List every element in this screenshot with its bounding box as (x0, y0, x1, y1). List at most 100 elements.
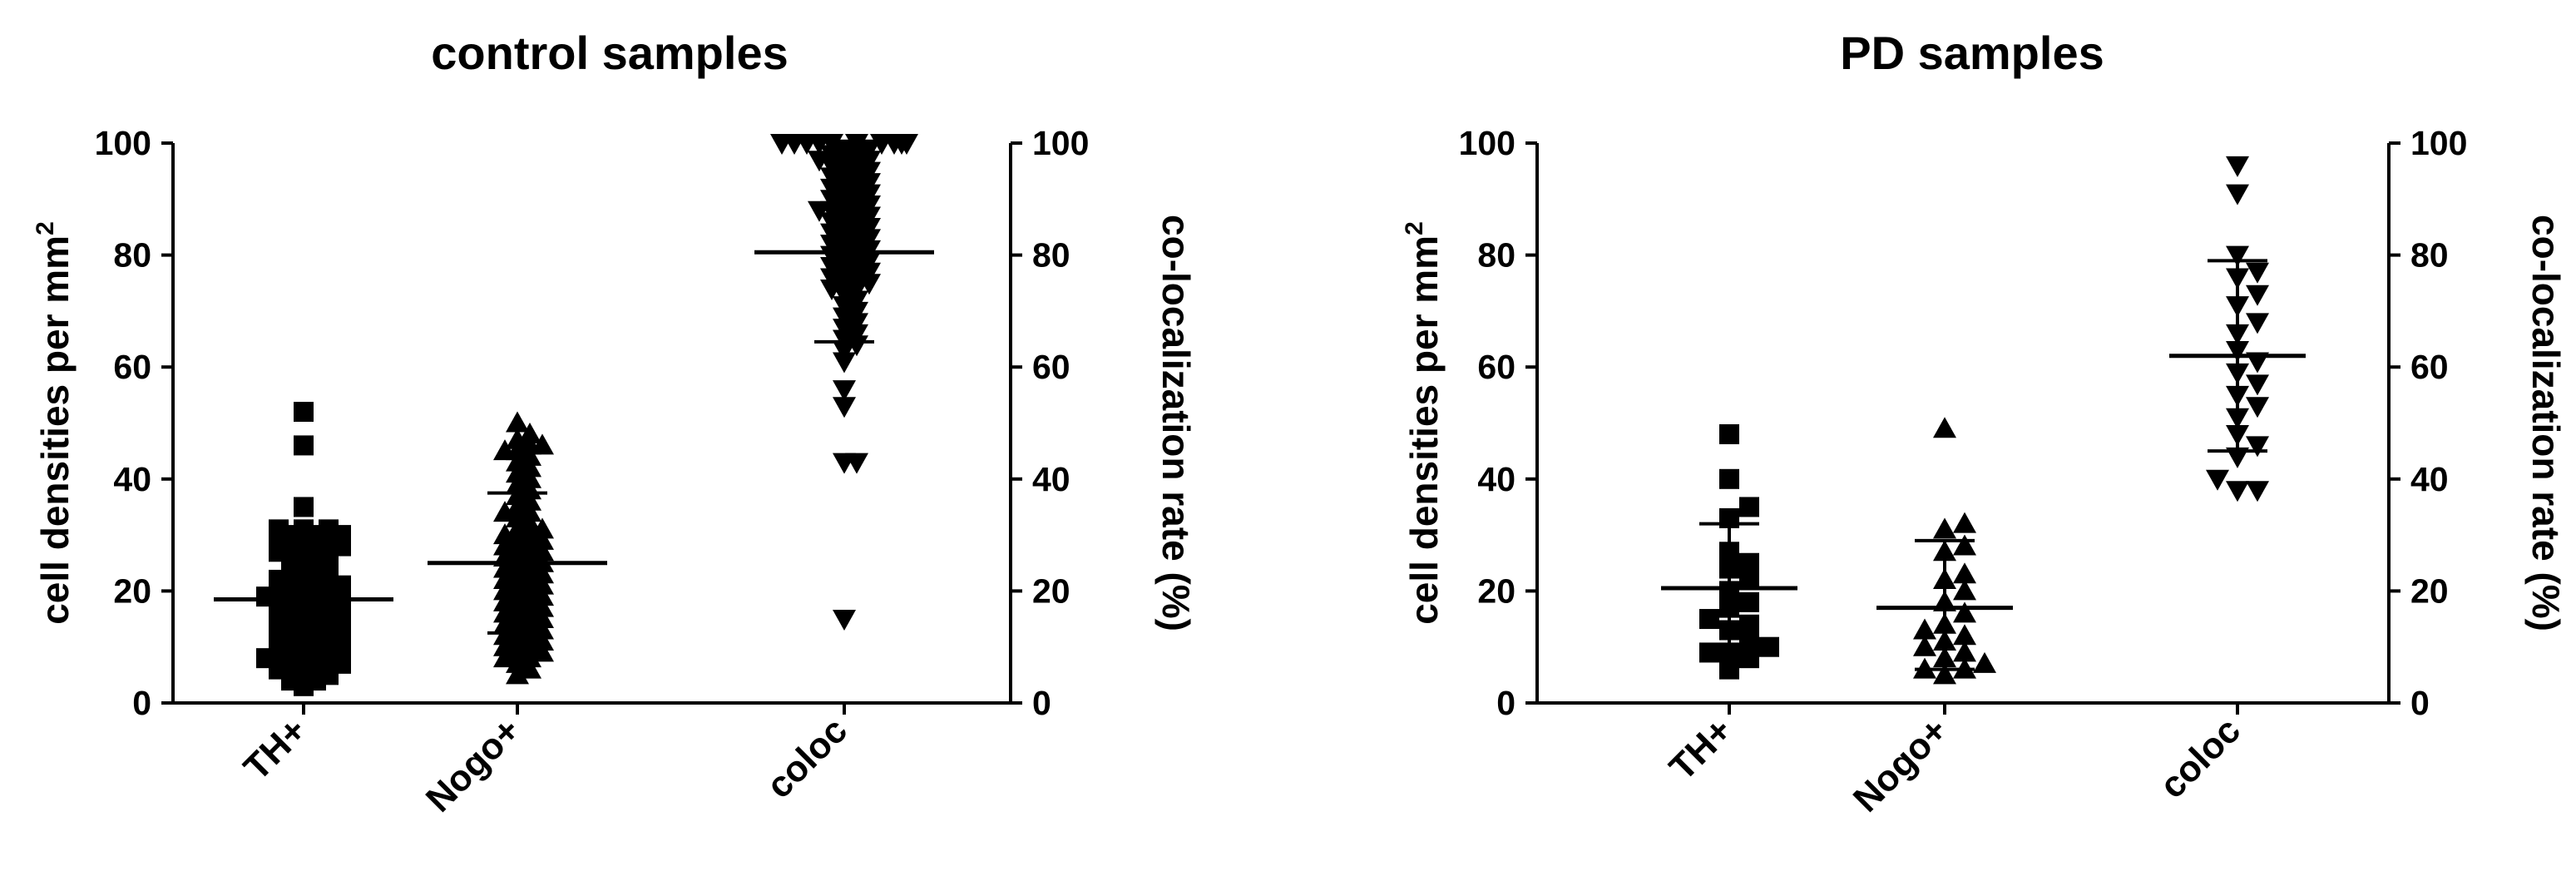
data-point (493, 612, 517, 634)
right-y-tick-label: 100 (2410, 124, 2467, 162)
right-y-axis-label: co-localization rate (%) (2524, 215, 2568, 631)
data-point (858, 217, 881, 239)
data-point (1953, 601, 1976, 623)
data-point (833, 139, 856, 161)
right-y-tick-label: 80 (2410, 236, 2449, 275)
data-point (1913, 635, 1936, 656)
right-y-axis-label: co-localization rate (%) (1155, 215, 1198, 631)
data-point (493, 439, 517, 461)
right-y-tick-label: 60 (2410, 348, 2449, 386)
data-point (294, 676, 314, 696)
left-y-tick-label: 100 (95, 124, 151, 162)
data-point (506, 462, 529, 483)
data-point (2206, 469, 2229, 491)
x-tick-label: TH+ (1662, 710, 1740, 788)
data-point (518, 512, 541, 533)
left-y-tick-label: 40 (113, 460, 151, 498)
data-point (493, 646, 517, 668)
data-point (845, 200, 868, 222)
data-point (845, 190, 868, 211)
data-point (531, 641, 554, 662)
data-point (2226, 184, 2249, 205)
data-point (518, 534, 541, 556)
data-point (820, 178, 843, 200)
left-y-axis-label-superscript: 2 (1401, 221, 1428, 235)
data-point (845, 178, 868, 200)
data-point (1953, 579, 1976, 601)
data-point (518, 590, 541, 611)
data-point (531, 562, 554, 584)
series-nogo-plus (428, 411, 607, 685)
data-point (1953, 562, 1976, 584)
data-point (506, 411, 529, 433)
data-point (2246, 285, 2269, 306)
data-point (506, 641, 529, 662)
left-y-axis-label-superscript: 2 (32, 221, 59, 235)
data-point (493, 501, 517, 522)
data-point (518, 467, 541, 488)
left-y-tick-label: 100 (1459, 124, 1515, 162)
left-y-tick-label: 0 (1496, 684, 1515, 722)
data-point (845, 257, 868, 279)
data-point (858, 173, 881, 195)
data-point (820, 279, 843, 300)
data-point (820, 235, 843, 256)
data-point (833, 380, 856, 402)
data-point (1739, 552, 1759, 573)
data-point (531, 540, 554, 562)
data-point (518, 635, 541, 656)
data-point (2226, 245, 2249, 267)
data-point (820, 223, 843, 245)
data-point (518, 557, 541, 578)
data-point (890, 134, 913, 155)
right-y-tick-label: 80 (1032, 236, 1070, 275)
data-point (518, 501, 541, 522)
data-point (531, 585, 554, 606)
data-point (858, 262, 881, 284)
data-point (506, 629, 529, 651)
data-point (845, 145, 868, 166)
data-point (858, 161, 881, 183)
right-y-tick-label: 0 (1032, 684, 1051, 722)
data-point (1699, 609, 1719, 630)
data-point (493, 579, 517, 601)
data-point (531, 517, 554, 539)
data-point (493, 601, 517, 623)
data-point (858, 251, 881, 273)
data-point (2226, 481, 2249, 502)
left-y-axis-label: cell densities per mm2 (32, 221, 77, 625)
data-point (518, 456, 541, 478)
data-point (1719, 423, 1739, 444)
data-point (518, 646, 541, 668)
data-point (2246, 397, 2269, 418)
data-point (1739, 591, 1759, 612)
data-point (820, 257, 843, 279)
left-y-axis-label: cell densities per mm2 (1401, 221, 1446, 625)
data-point (845, 223, 868, 245)
data-point (506, 428, 529, 449)
data-point (1913, 618, 1936, 640)
data-point (845, 313, 868, 334)
x-tick-label: coloc (2152, 710, 2248, 806)
x-tick-label: coloc (759, 710, 855, 806)
data-point (531, 433, 554, 455)
left-y-tick-label: 20 (1477, 572, 1515, 610)
data-point (833, 352, 856, 374)
pd-samples-chart: PD samples 0 20 40 60 80 100 0 20 40 60 80 100 cell d… (1401, 27, 2568, 820)
data-point (294, 435, 314, 456)
right-y-tick-label: 40 (2410, 460, 2449, 498)
data-point (858, 229, 881, 250)
data-point (506, 651, 529, 673)
data-point (518, 657, 541, 679)
data-point (858, 195, 881, 217)
series-th-plus (1661, 423, 1797, 680)
data-point (294, 402, 314, 423)
data-point (531, 573, 554, 595)
data-point (1719, 659, 1739, 680)
data-point (808, 200, 831, 222)
data-point (845, 235, 868, 256)
data-point (820, 268, 843, 290)
data-point (820, 212, 843, 234)
data-point (1739, 631, 1759, 651)
